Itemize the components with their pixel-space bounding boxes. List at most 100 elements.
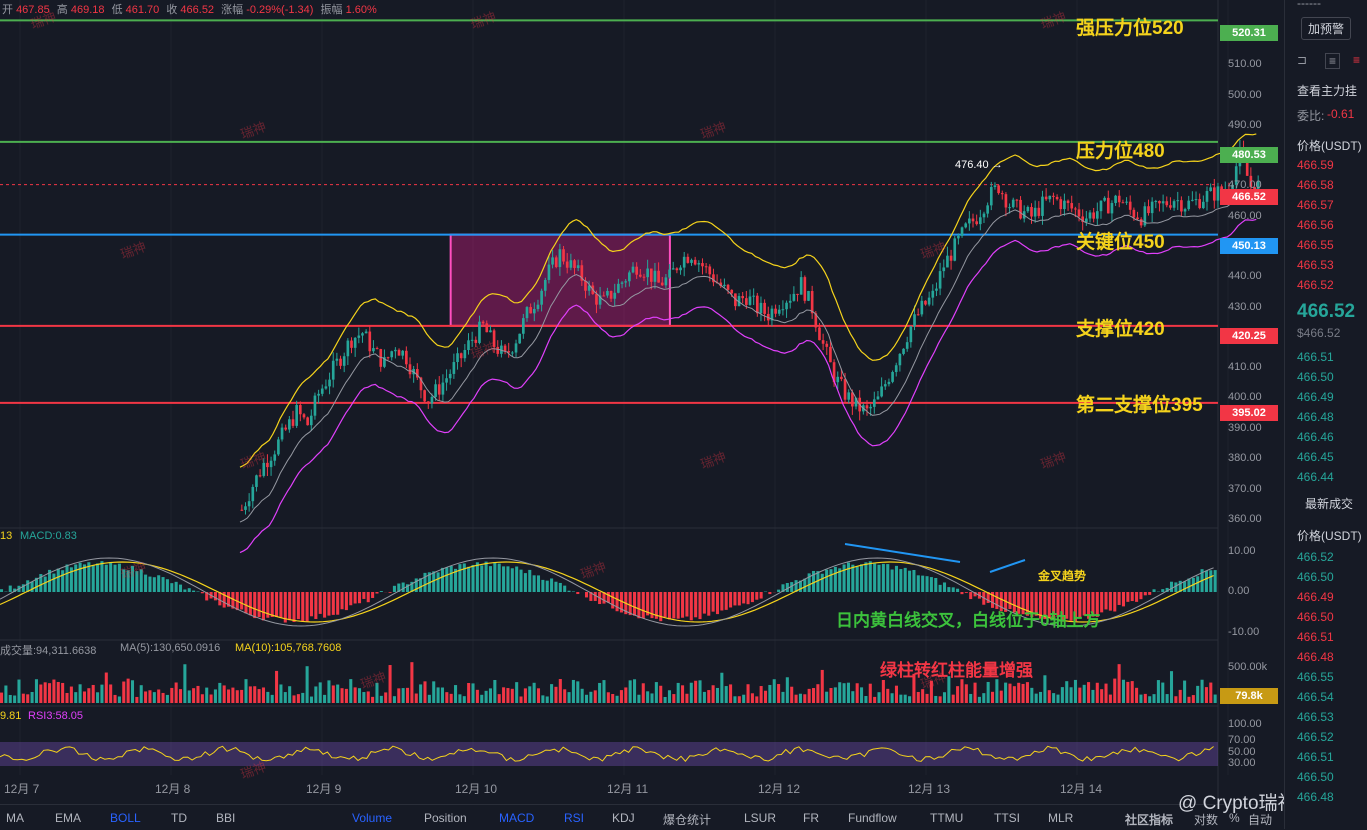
rsi-axis-label: 70.00 [1228,734,1256,746]
volume-bar [672,694,675,703]
candle-body [1027,207,1030,211]
candle-body [928,298,931,305]
volume-bar [175,683,178,703]
volume-bar [668,690,671,703]
macd-bar [611,592,614,609]
volume-bar [384,692,387,703]
ask-price: 466.55 [1297,238,1334,252]
trade-price: 466.54 [1297,690,1334,704]
volume-bar [952,695,955,703]
volume-bar [677,683,680,703]
macd-label: MACD:0.83 [20,530,77,542]
tb-community[interactable]: 社区指标 [1125,811,1173,828]
volume-bar [1070,687,1073,703]
tb-boll[interactable]: BOLL [110,811,141,825]
volume-bar [279,684,282,703]
sell-book-icon[interactable]: ≡ [1353,53,1360,67]
candle-body [851,392,854,406]
volume-bar [1161,683,1164,703]
volume-bar [1139,695,1142,703]
tb-liquidation[interactable]: 爆仓统计 [663,811,711,828]
macd-bar [323,592,326,618]
volume-bar [895,686,898,703]
macd-bar [437,572,440,592]
candle-body [485,323,488,332]
candle-body [910,326,913,342]
macd-bar [96,563,99,592]
macd-bar [100,561,103,592]
tb-ttsi[interactable]: TTSI [994,811,1020,825]
tb-volume[interactable]: Volume [352,811,392,825]
tb-macd[interactable]: MACD [499,811,534,825]
mid-price: 466.52 [1297,301,1355,323]
macd-bar [572,591,575,592]
tb-ttmu[interactable]: TTMU [930,811,963,825]
bid-price: 466.49 [1297,390,1334,404]
candle-body [829,347,832,362]
candle-body [511,353,514,354]
volume-bar [423,681,426,703]
volume-bar [87,688,90,703]
candle-body [913,314,916,326]
candle-body [1085,218,1088,222]
tb-fr[interactable]: FR [803,811,819,825]
tb-ma[interactable]: MA [6,811,24,825]
tb-fundflow[interactable]: Fundflow [848,811,897,825]
candle-body [632,267,635,273]
candle-body [376,348,379,349]
price-header: 价格(USDT) [1297,137,1362,154]
candle-body [950,256,953,261]
tb-ema[interactable]: EMA [55,811,81,825]
volume-bar [397,688,400,703]
macd-bar [1126,592,1129,602]
candle-body [1176,200,1179,201]
candle-body [350,341,353,348]
macd-bar [288,592,291,620]
level-label: 支撑位420 [1076,314,1165,341]
volume-bar [1078,688,1081,703]
volume-bar [467,683,470,703]
volume-bar [1030,688,1033,703]
tb-position[interactable]: Position [424,811,467,825]
volume-bar [864,696,867,703]
low-value: 461.70 [126,4,160,16]
candle-body [299,405,302,414]
volume-bar [742,695,745,703]
volume-bar [314,686,317,703]
add-alert-button[interactable]: 加预警 [1301,17,1351,40]
volume-bar [974,683,977,703]
volume-bar [716,688,719,703]
volume-bar [1113,679,1116,703]
current-price-tag: 466.52 [1220,189,1278,205]
tb-kdj[interactable]: KDJ [612,811,635,825]
tb-rsi[interactable]: RSI [564,811,584,825]
candle-body [434,384,437,397]
ask-price: 466.58 [1297,178,1334,192]
layout-icon[interactable]: ⊐ [1297,53,1307,67]
macd-bar [471,565,474,592]
candle-body [793,294,796,301]
candle-body [248,501,251,506]
brand-watermark: @ Crypto瑞神 [1178,788,1297,815]
macd-bar [109,562,112,592]
volume-bar [1026,682,1029,703]
volume-bar [869,684,872,703]
macd-bar [1104,592,1107,609]
macd-bar [450,566,453,592]
tb-lsur[interactable]: LSUR [744,811,776,825]
candle-body [888,382,891,384]
view-main-orders[interactable]: 查看主力挂 [1297,82,1357,99]
candle-body [1001,193,1004,194]
tb-bbi[interactable]: BBI [216,811,235,825]
macd-bar [891,570,894,592]
volume-bar [284,692,287,703]
macd-bar [738,592,741,605]
tb-td[interactable]: TD [171,811,187,825]
orderbook-icon[interactable]: ≡ [1325,53,1340,69]
macd-bar [908,571,911,592]
volume-bar [70,687,73,703]
tb-mlr[interactable]: MLR [1048,811,1073,825]
candle-body [559,249,562,267]
volume-bar [105,673,108,703]
candle-body [1151,202,1154,213]
